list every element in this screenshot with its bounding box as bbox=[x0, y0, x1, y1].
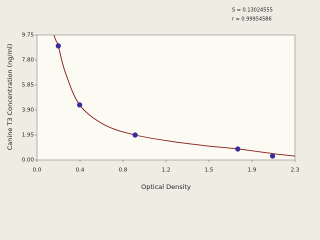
x-axis-title: Optical Density bbox=[141, 183, 191, 191]
y-tick-label: 5.85 bbox=[22, 83, 35, 89]
x-tick-label: 1.9 bbox=[248, 168, 257, 174]
y-tick-label: 0.00 bbox=[22, 158, 35, 164]
x-tick-label: 0.8 bbox=[119, 168, 128, 174]
data-point bbox=[132, 132, 138, 138]
page: html, body { margin: 0; padding: 0; widt… bbox=[6, 7, 300, 192]
x-tick-label: 0.4 bbox=[76, 168, 85, 174]
x-tick-label: 0.0 bbox=[33, 168, 42, 174]
plot-area bbox=[36, 34, 296, 161]
y-tick-label: 1.95 bbox=[22, 133, 35, 139]
chart: S = 0.13024555 r = 0.99954586 Optical De… bbox=[6, 8, 300, 192]
data-point bbox=[269, 153, 276, 159]
y-tick-label: 9.75 bbox=[22, 33, 35, 39]
page-body: {"chart_data": { "type": "scatter", "x_l… bbox=[6, 7, 300, 192]
data-point bbox=[55, 43, 61, 49]
data-point bbox=[235, 146, 241, 152]
y-tick-label: 3.90 bbox=[22, 108, 35, 114]
annotation: S = 0.13024555 bbox=[232, 8, 273, 14]
data-point bbox=[77, 102, 83, 108]
x-tick-label: 1.2 bbox=[162, 168, 171, 174]
x-tick-label: 1.5 bbox=[205, 168, 214, 174]
y-axis-title: Canine T3 Concentration (ng/ml) bbox=[6, 44, 14, 151]
x-tick-label: 2.3 bbox=[291, 168, 300, 174]
y-tick-label: 7.80 bbox=[22, 58, 35, 64]
annotation: r = 0.99954586 bbox=[232, 17, 272, 23]
